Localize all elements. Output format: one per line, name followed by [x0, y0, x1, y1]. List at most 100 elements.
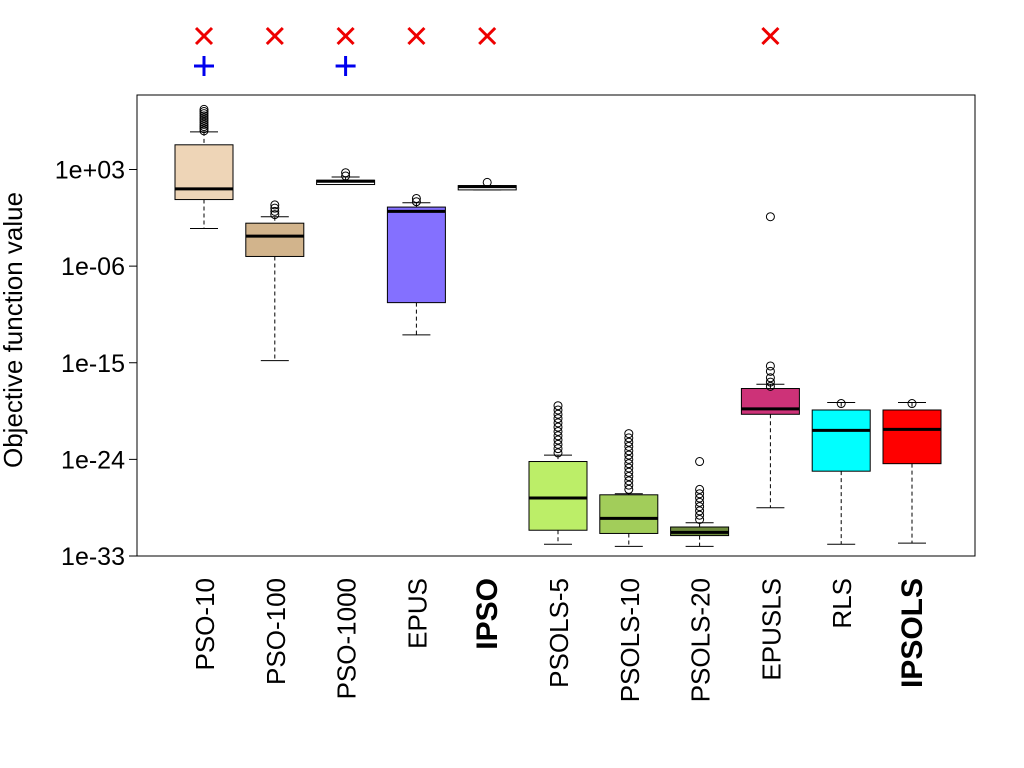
blue-plus-mark: [335, 56, 356, 76]
outlier-point: [199, 104, 209, 114]
significance-marks: [194, 26, 780, 76]
box-iqr: [740, 388, 800, 415]
x-tick-label: PSOLS-20: [686, 578, 716, 702]
red-x-stroke: [194, 26, 214, 46]
x-tick-label: IPSOLS: [896, 578, 929, 688]
outlier-point: [695, 502, 705, 512]
outlier-point: [199, 119, 209, 129]
y-axis-title: Objective function value: [0, 192, 28, 468]
red-x-stroke: [336, 26, 355, 46]
outlier-point: [270, 203, 280, 213]
outlier-point: [553, 431, 563, 441]
x-tick-label: PSOLS-10: [615, 578, 645, 702]
box-psols-10: [599, 429, 659, 547]
outlier-point: [624, 463, 634, 473]
box-ipsols: [882, 399, 942, 544]
outlier-point: [624, 484, 634, 494]
box-iqr: [599, 494, 659, 534]
outlier-point: [765, 377, 775, 387]
outlier-point: [199, 115, 209, 125]
outlier-point: [695, 514, 705, 524]
outlier-point: [553, 401, 563, 411]
y-tick-label: 1e-15: [61, 350, 125, 378]
x-tick-label: PSOLS-5: [544, 578, 574, 688]
box-iqr: [528, 461, 588, 531]
outlier-point: [199, 124, 209, 134]
outlier-point: [836, 399, 846, 409]
outlier-point: [765, 381, 775, 391]
outlier-point: [695, 484, 705, 494]
box-iqr: [245, 222, 305, 257]
box-iqr: [174, 144, 234, 201]
outlier-point: [553, 426, 563, 436]
red-x-stroke: [761, 26, 780, 46]
outlier-point: [553, 418, 563, 428]
red-x-stroke: [265, 26, 284, 46]
outlier-point: [624, 433, 634, 443]
red-x-mark: [194, 26, 214, 46]
outlier-point: [270, 200, 280, 210]
outlier-point: [765, 373, 775, 383]
outlier-point: [199, 111, 209, 121]
red-x-stroke: [407, 26, 426, 46]
outlier-point: [624, 467, 634, 477]
outlier-point: [199, 126, 209, 136]
outlier-point: [199, 109, 209, 119]
outlier-point: [553, 405, 563, 415]
box-rls: [811, 399, 871, 545]
y-axis: 1e+03 1e-06 1e-15 1e-24 1e-33: [55, 157, 138, 571]
box-pso-100: [245, 200, 305, 362]
outlier-point: [695, 489, 705, 499]
box-epusls: [740, 212, 800, 509]
box-pso-1000: [316, 168, 376, 186]
red-x-mark: [336, 26, 355, 46]
outlier-point: [553, 448, 563, 458]
outlier-point: [624, 429, 634, 439]
boxes: [174, 104, 942, 547]
red-x-mark: [761, 26, 780, 46]
outlier-point: [765, 212, 775, 222]
red-x-mark: [407, 26, 426, 46]
y-tick-label: 1e-24: [61, 446, 125, 474]
outlier-point: [624, 441, 634, 451]
x-tick-label: PSO-10: [190, 578, 220, 671]
outlier-point: [553, 444, 563, 454]
outlier-point: [199, 107, 209, 117]
outlier-point: [624, 476, 634, 486]
outlier-point: [482, 177, 492, 187]
outlier-point: [341, 168, 351, 178]
x-tick-label: IPSO: [471, 578, 504, 650]
outlier-point: [624, 480, 634, 490]
outlier-point: [765, 366, 775, 376]
red-x-stroke: [478, 26, 497, 46]
box-ipso: [457, 177, 517, 191]
x-tick-label: EPUS: [402, 578, 432, 649]
outlier-point: [695, 497, 705, 507]
box-psols-20: [670, 457, 730, 547]
outlier-point: [553, 439, 563, 449]
outlier-point: [553, 409, 563, 419]
outlier-point: [624, 472, 634, 482]
outlier-point: [624, 446, 634, 456]
x-axis-labels: PSO-10 PSO-100 PSO-1000 EPUS IPSO PSOLS-5 PSOL…: [190, 578, 929, 702]
box-iqr: [386, 206, 446, 304]
outlier-point: [695, 506, 705, 516]
x-tick-label: RLS: [827, 578, 857, 629]
outlier-point: [624, 437, 634, 447]
box-pso-10: [174, 104, 234, 230]
y-tick-label: 1e-06: [61, 253, 125, 281]
outlier-point: [341, 171, 351, 181]
outlier-point: [624, 454, 634, 464]
blue-plus-mark: [194, 56, 214, 76]
outlier-point: [270, 206, 280, 216]
outlier-point: [765, 361, 775, 371]
y-tick-label: 1e+03: [55, 157, 125, 185]
outlier-point: [199, 117, 209, 127]
box-iqr: [811, 409, 871, 472]
box-iqr: [882, 409, 942, 465]
box-psols-5: [528, 401, 588, 545]
outlier-point: [199, 122, 209, 132]
x-tick-label: EPUSLS: [756, 578, 786, 681]
x-tick-label: PSO-100: [261, 578, 291, 685]
